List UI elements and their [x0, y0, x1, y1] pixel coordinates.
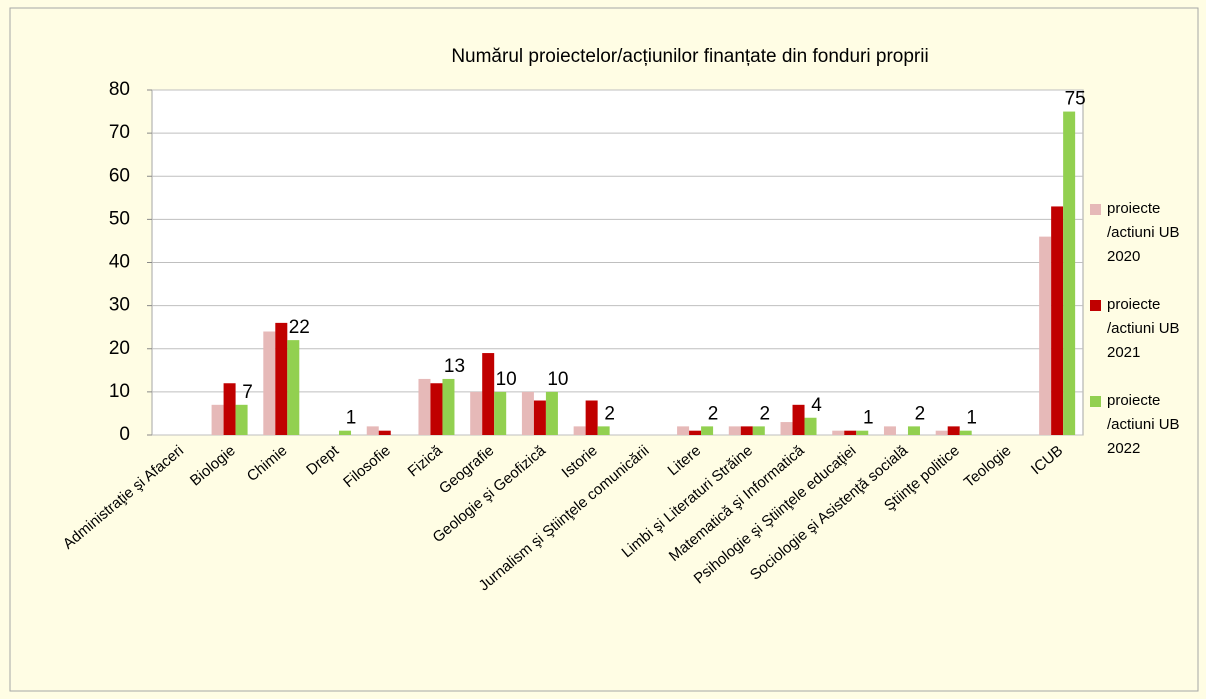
bar	[947, 426, 960, 435]
bar	[482, 353, 495, 435]
bar	[275, 322, 288, 435]
data-label: 75	[1065, 89, 1086, 110]
y-tick-label: 0	[119, 424, 130, 445]
data-label: 10	[496, 369, 517, 390]
x-tick-label: ICUB	[1028, 442, 1066, 478]
data-label: 2	[915, 403, 926, 424]
bar	[470, 391, 483, 435]
legend-swatch	[1090, 396, 1101, 407]
bar	[533, 400, 546, 435]
legend-swatch	[1090, 300, 1101, 311]
bar	[378, 430, 391, 435]
bar	[235, 404, 248, 435]
bar	[677, 426, 690, 435]
bar	[1051, 206, 1064, 435]
data-label: 10	[547, 369, 568, 390]
data-label: 1	[966, 408, 977, 429]
y-tick-label: 10	[109, 381, 130, 402]
y-tick-label: 80	[109, 79, 130, 100]
data-label: 2	[708, 403, 719, 424]
bar	[780, 422, 793, 435]
x-tick-label: Administraţie şi Afaceri	[60, 442, 187, 553]
x-tick-label: Teologie	[961, 442, 1015, 491]
bar	[856, 430, 869, 435]
bar	[223, 383, 236, 435]
y-tick-label: 40	[109, 252, 130, 273]
bar	[211, 404, 224, 435]
bar	[907, 426, 920, 435]
bar	[752, 426, 765, 435]
data-label: 2	[760, 403, 771, 424]
bar	[1039, 236, 1052, 435]
x-tick-label: Fizică	[405, 442, 446, 481]
y-tick-label: 70	[109, 122, 130, 143]
bar	[263, 331, 276, 435]
bar	[418, 378, 431, 435]
bar	[728, 426, 741, 435]
bar	[597, 426, 610, 435]
data-label: 22	[289, 317, 310, 338]
data-label: 13	[444, 356, 465, 377]
y-tick-label: 60	[109, 165, 130, 186]
bar	[287, 340, 300, 435]
legend-swatch	[1090, 204, 1101, 215]
bar	[844, 430, 857, 435]
bar	[804, 417, 817, 435]
bar	[689, 430, 702, 435]
data-label: 2	[604, 403, 615, 424]
x-tick-label: Drept	[303, 442, 343, 479]
data-label: 4	[811, 395, 822, 416]
bar	[959, 430, 972, 435]
chart-title: Numărul proiectelor/acțiunilor finanțate…	[451, 46, 928, 67]
bar	[740, 426, 753, 435]
bar	[573, 426, 586, 435]
y-tick-label: 20	[109, 338, 130, 359]
data-label: 7	[242, 382, 253, 403]
bar	[935, 430, 948, 435]
bar	[1063, 111, 1076, 435]
x-tick-label: Filosofie	[340, 442, 394, 491]
bar	[366, 426, 379, 435]
y-tick-label: 50	[109, 208, 130, 229]
legend-label: proiecte /actiuni UB 2021	[1107, 296, 1180, 361]
bar	[442, 378, 455, 435]
x-tick-label: Chimie	[244, 442, 291, 485]
bar	[339, 430, 352, 435]
bar	[545, 391, 558, 435]
x-tick-label: Litere	[665, 442, 705, 479]
bar	[521, 391, 534, 435]
data-label: 1	[346, 408, 357, 429]
bar	[494, 391, 507, 435]
legend-label: proiecte /actiuni UB 2022	[1107, 392, 1180, 457]
x-tick-label: Istorie	[559, 442, 601, 481]
bar	[585, 400, 598, 435]
bar	[832, 430, 845, 435]
bar	[792, 404, 805, 435]
bar	[701, 426, 714, 435]
x-tick-label: Biologie	[187, 442, 239, 489]
data-label: 1	[863, 408, 874, 429]
chart-border	[9, 7, 1199, 692]
bar	[430, 383, 443, 435]
bar	[883, 426, 896, 435]
legend-label: proiecte /actiuni UB 2020	[1107, 200, 1180, 265]
y-tick-label: 30	[109, 295, 130, 316]
